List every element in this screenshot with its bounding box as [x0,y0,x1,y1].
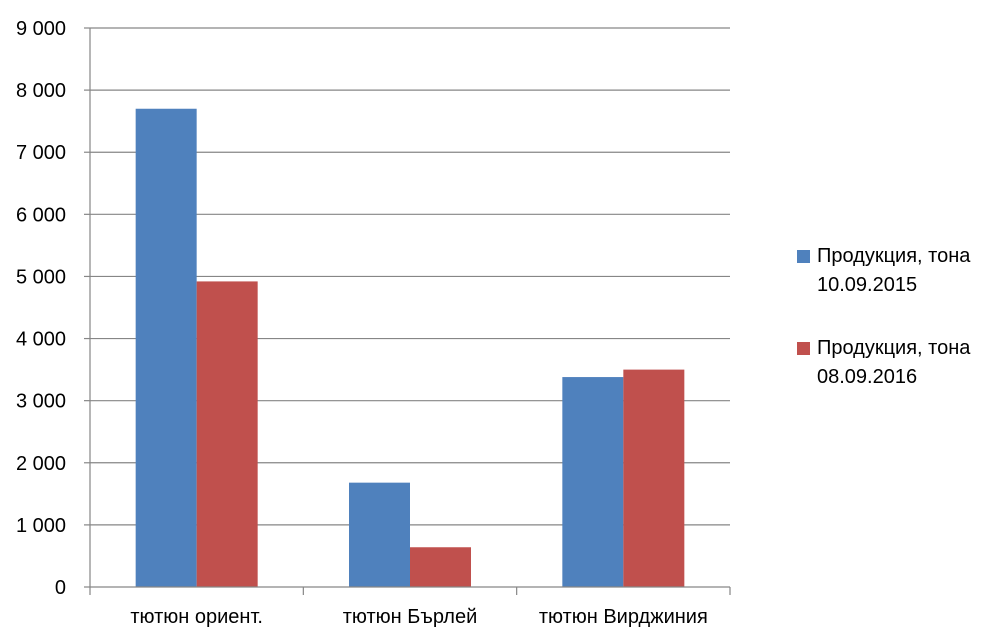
bar-series-2 [623,369,685,587]
legend-label: 08.09.2016 [817,366,917,388]
x-tick-labels: тютюн ориент. тютюн Бърлей тютюн Вирджиния [130,606,707,628]
legend-label: Продукция, тона [817,337,971,359]
legend-swatch [797,342,810,355]
bar-series-2 [410,547,471,587]
bars [135,108,685,587]
y-tick-label: 9 000 [16,18,66,40]
y-tick-label: 2 000 [16,453,66,475]
y-tick-label: 1 000 [16,515,66,537]
y-tick-label: 4 000 [16,329,66,351]
y-tick-label: 3 000 [16,391,66,413]
y-tick-labels: 0 1 000 2 000 3 000 4 000 5 000 6 000 7 000 8 00… [16,18,66,599]
bar-series-1 [562,377,624,587]
bar-series-1 [349,482,410,587]
legend-label: 10.09.2015 [817,274,917,296]
x-category-label: тютюн Вирджиния [539,606,708,628]
y-tick-label: 7 000 [16,142,66,164]
y-tick-label: 8 000 [16,80,66,102]
y-tick-label: 5 000 [16,266,66,288]
legend-swatch [797,250,810,263]
bar-series-1 [135,108,197,587]
x-category-label: тютюн Бърлей [343,606,478,628]
axes [84,27,731,595]
x-category-label: тютюн ориент. [130,606,263,628]
bar-series-2 [196,281,258,587]
legend: Продукция, тона 10.09.2015 Продукция, тона… [797,245,971,388]
y-tick-label: 6 000 [16,204,66,226]
legend-label: Продукция, тона [817,245,971,267]
y-tick-label: 0 [55,577,66,599]
